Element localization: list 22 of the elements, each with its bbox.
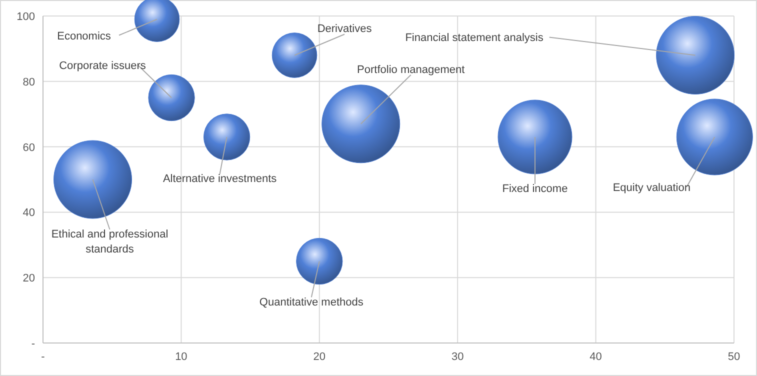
x-tick-label: 50: [728, 351, 740, 363]
y-tick-label: 20: [22, 272, 35, 285]
y-tick-label: 60: [22, 142, 35, 154]
annotation: Alternative investments: [162, 172, 278, 185]
y-tick-label: 80: [22, 76, 35, 88]
annotation: Financial statement analysis: [405, 32, 544, 44]
x-tick-label: -: [41, 351, 46, 363]
x-tick-label: 10: [175, 351, 188, 363]
x-tick-label: 40: [590, 351, 602, 363]
annotation: Portfolio management: [357, 64, 465, 76]
y-tick-label: -: [31, 338, 36, 350]
annotation: Fixed income: [502, 182, 568, 195]
annotation: Quantitative methods: [259, 296, 364, 308]
y-tick-label: 100: [16, 11, 35, 23]
annotation: Economics: [57, 30, 112, 42]
x-tick-label: 30: [451, 351, 464, 363]
annotation: Equity valuation: [612, 182, 690, 194]
y-tick-label: 40: [22, 207, 35, 220]
x-tick-label: 20: [313, 351, 326, 363]
annotation: Ethical and professional standards: [51, 228, 168, 256]
annotation: Derivatives: [317, 23, 372, 36]
annotation: Corporate issuers: [59, 60, 146, 72]
